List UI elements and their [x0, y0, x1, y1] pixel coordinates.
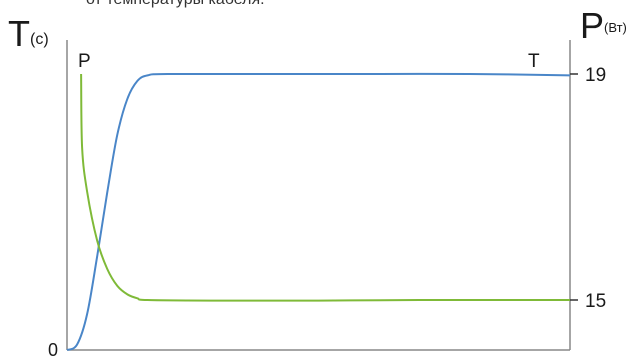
left-axis-title: T(c) [8, 13, 49, 54]
left-axis-title-unit: (c) [30, 31, 49, 48]
series-line-p [80, 73, 571, 302]
left-axis-title-main: T [8, 13, 30, 54]
series-label-p: P [78, 51, 91, 72]
right-tick-label-15: 15 [585, 291, 606, 312]
series-line-t [66, 72, 571, 351]
chart-caption: от температуры кабеля. [86, 0, 265, 9]
series-label-t: T [528, 51, 540, 72]
right-axis-title-unit: (Вт) [604, 20, 627, 35]
origin-label: 0 [48, 340, 58, 356]
right-axis-title-main: P [580, 5, 604, 46]
right-tick-label-19: 19 [585, 65, 606, 86]
right-axis-title: P(Вт) [580, 5, 627, 46]
